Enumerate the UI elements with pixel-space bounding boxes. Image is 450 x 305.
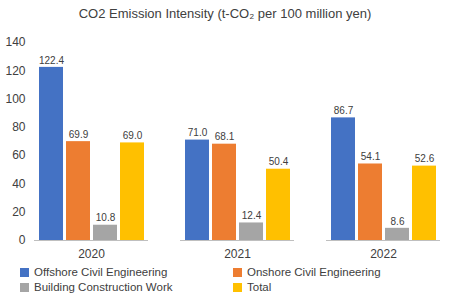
html-text:Onshore Civil Engineering: Onshore Civil Engineering [247, 266, 381, 278]
svg-text:12.4: 12.4 [242, 210, 262, 221]
svg-text:86.7: 86.7 [334, 105, 354, 116]
svg-text:2021: 2021 [224, 247, 251, 261]
svg-text:100: 100 [5, 92, 25, 106]
svg-text:10.8: 10.8 [96, 212, 116, 223]
svg-text:68.1: 68.1 [215, 131, 235, 142]
html-text:Total: Total [247, 281, 272, 293]
svg-text:140: 140 [5, 35, 25, 49]
svg-text:2022: 2022 [370, 247, 397, 261]
svg-text:2020: 2020 [78, 247, 105, 261]
html-text:CO2 Emission Intensity (t-CO₂: CO2 Emission Intensity (t-CO₂ per 100 mi… [78, 6, 372, 21]
svg-text:40: 40 [12, 177, 26, 191]
svg-text:69.9: 69.9 [69, 129, 89, 140]
svg-text:122.4: 122.4 [39, 55, 64, 66]
svg-text:69.0: 69.0 [123, 130, 143, 141]
html-text:Offshore Civil Engineering: Offshore Civil Engineering [34, 266, 168, 278]
svg-text:8.6: 8.6 [391, 216, 405, 227]
svg-text:20: 20 [12, 205, 26, 219]
html-text:Building Construction Work: Building Construction Work [34, 281, 173, 293]
svg-text:50.4: 50.4 [269, 156, 289, 167]
svg-text:0: 0 [19, 233, 26, 247]
svg-text:60: 60 [12, 148, 26, 162]
svg-text:120: 120 [5, 64, 25, 78]
svg-text:54.1: 54.1 [361, 151, 381, 162]
svg-text:80: 80 [12, 120, 26, 134]
svg-text:71.0: 71.0 [188, 127, 208, 138]
svg-text:52.6: 52.6 [415, 153, 435, 164]
